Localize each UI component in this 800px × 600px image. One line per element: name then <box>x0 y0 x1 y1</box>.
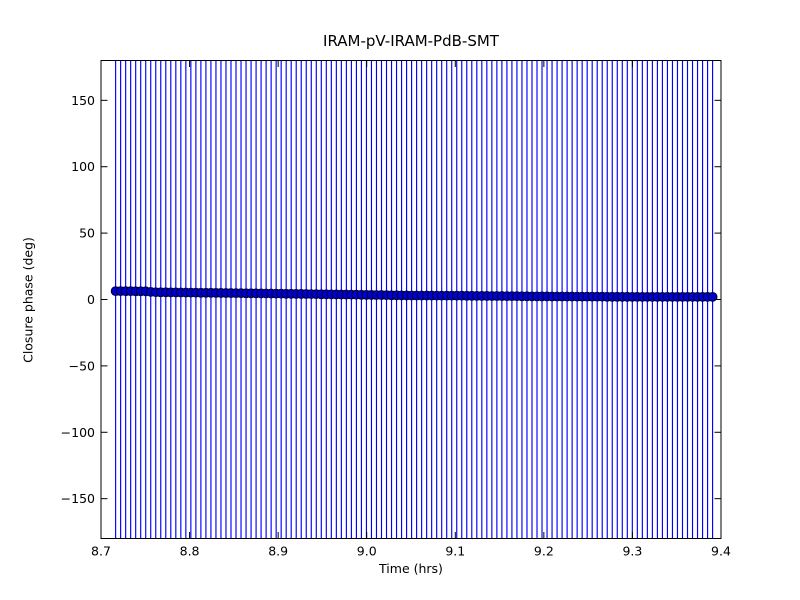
axis-ticks <box>100 60 722 539</box>
y-tick-label: −150 <box>61 491 95 506</box>
y-tick-labels: −150 −100 −50 0 50 100 150 <box>61 93 95 506</box>
x-tick-label: 9.1 <box>445 544 465 559</box>
x-tick-label: 9.2 <box>534 544 554 559</box>
x-tick-label: 8.7 <box>91 544 111 559</box>
y-axis-label: Closure phase (deg) <box>20 237 36 363</box>
y-tick-label: 50 <box>79 226 95 241</box>
x-tick-labels: 8.7 8.8 8.9 9.0 9.1 9.2 9.3 9.4 <box>91 544 731 559</box>
chart-title: IRAM-pV-IRAM-PdB-SMT <box>323 32 499 50</box>
y-tick-label: 100 <box>71 159 95 174</box>
y-tick-label: −100 <box>61 425 95 440</box>
y-tick-label: −50 <box>69 358 95 373</box>
x-tick-label: 9.3 <box>622 544 642 559</box>
data-points <box>110 286 718 302</box>
x-tick-label: 9.4 <box>711 544 731 559</box>
x-tick-label: 8.9 <box>268 544 288 559</box>
x-tick-label: 8.8 <box>180 544 200 559</box>
y-tick-label: 150 <box>71 93 95 108</box>
y-tick-label: 0 <box>87 292 95 307</box>
x-axis-label: Time (hrs) <box>379 561 443 576</box>
x-tick-label: 9.0 <box>357 544 377 559</box>
